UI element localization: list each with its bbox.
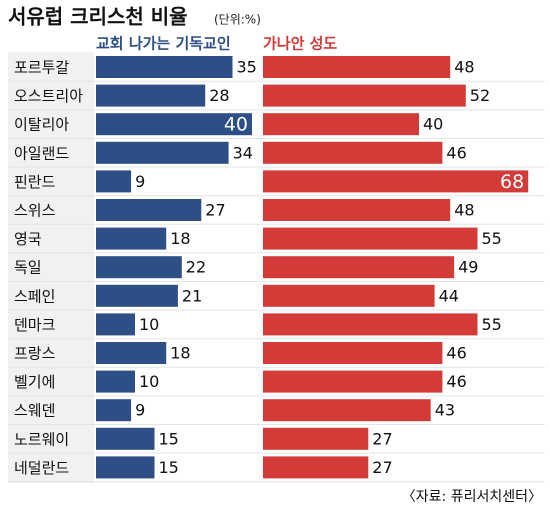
category-label: 덴마크: [14, 316, 55, 334]
bar: [96, 170, 132, 193]
bar: [96, 399, 132, 422]
bar: [96, 84, 206, 107]
bar: [96, 113, 252, 136]
bar: [263, 256, 455, 279]
value-label: 10: [139, 315, 159, 334]
bar: [263, 399, 431, 422]
value-label: 9: [135, 401, 145, 420]
bar: [263, 342, 443, 364]
category-label: 프랑스: [14, 345, 56, 363]
category-label: 노르웨이: [14, 430, 69, 448]
value-label: 46: [446, 372, 466, 391]
category-label: 이탈리아: [14, 116, 69, 134]
category-label: 벨기에: [14, 373, 55, 391]
bar: [263, 313, 478, 336]
bar: [263, 456, 369, 479]
legend-label: 교회 나가는 기독교인: [96, 35, 231, 53]
bar: [263, 370, 443, 393]
value-label: 44: [439, 286, 459, 305]
value-label: 21: [182, 286, 202, 305]
value-label: 52: [470, 86, 490, 105]
category-label: 스위스: [14, 202, 56, 220]
value-label: 43: [435, 401, 455, 420]
bar: [96, 370, 135, 393]
value-label: 27: [372, 429, 392, 448]
value-label: 27: [205, 201, 225, 220]
value-label: 10: [139, 372, 159, 391]
category-label: 오스트리아: [14, 87, 83, 105]
value-label: 28: [209, 86, 229, 105]
value-label: 40: [224, 114, 248, 136]
value-label: 46: [446, 344, 466, 363]
category-label: 스페인: [14, 287, 55, 305]
bar: [96, 313, 135, 336]
value-label: 55: [482, 229, 502, 248]
bar: [263, 170, 529, 193]
bar: [96, 427, 155, 450]
category-label: 포르투갈: [14, 59, 69, 77]
value-label: 18: [170, 229, 190, 248]
category-label: 핀란드: [14, 173, 56, 191]
bar: [96, 141, 229, 164]
value-label: 22: [186, 258, 206, 277]
value-label: 55: [482, 315, 502, 334]
category-label: 아일랜드: [14, 144, 69, 162]
value-label: 48: [454, 201, 474, 220]
value-label: 34: [233, 143, 253, 162]
unit-label: (단위:%): [214, 13, 261, 27]
value-label: 68: [500, 171, 524, 193]
bar: [263, 199, 451, 221]
legend-label: 가나안 성도: [263, 35, 337, 53]
category-label: 스웨덴: [14, 402, 55, 420]
value-label: 48: [454, 58, 474, 77]
bar: [96, 56, 233, 78]
value-label: 15: [159, 458, 179, 477]
bar: [263, 284, 435, 307]
bar: [263, 141, 443, 164]
category-label: 영국: [14, 230, 42, 248]
bar: [263, 427, 369, 450]
bar: [96, 256, 182, 279]
bar: [96, 199, 202, 221]
source: 〈자료: 퓨리서치센터〉: [402, 489, 542, 505]
value-label: 49: [458, 258, 478, 277]
value-label: 27: [372, 458, 392, 477]
category-label: 네덜란드: [14, 459, 69, 477]
value-label: 9: [135, 172, 145, 191]
value-label: 15: [159, 429, 179, 448]
value-label: 35: [237, 58, 257, 77]
bar: [96, 456, 155, 479]
bar: [263, 56, 451, 78]
label-column: [8, 52, 94, 483]
bar: [96, 227, 167, 250]
value-label: 40: [423, 115, 443, 134]
value-label: 18: [170, 344, 190, 363]
chart-title: 서유럽 크리스천 비율: [8, 5, 188, 29]
bar: [263, 84, 466, 107]
bar: [263, 227, 478, 250]
category-label: 독일: [14, 259, 42, 277]
bar: [263, 113, 419, 136]
bar: [96, 284, 178, 307]
value-label: 46: [446, 143, 466, 162]
bar: [96, 342, 167, 364]
